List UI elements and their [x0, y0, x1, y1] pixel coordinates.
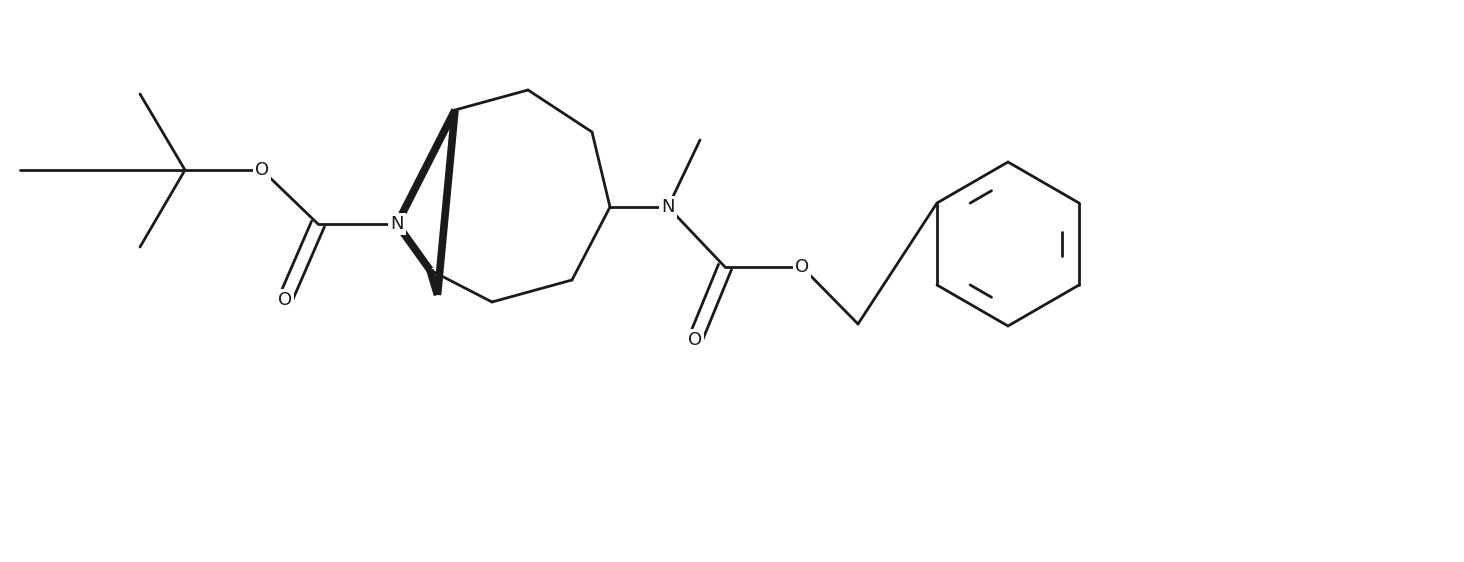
Text: O: O: [278, 291, 291, 309]
Text: O: O: [688, 331, 703, 349]
Text: N: N: [662, 198, 675, 216]
Text: N: N: [391, 215, 404, 233]
Text: O: O: [255, 161, 269, 179]
Text: O: O: [795, 258, 810, 276]
